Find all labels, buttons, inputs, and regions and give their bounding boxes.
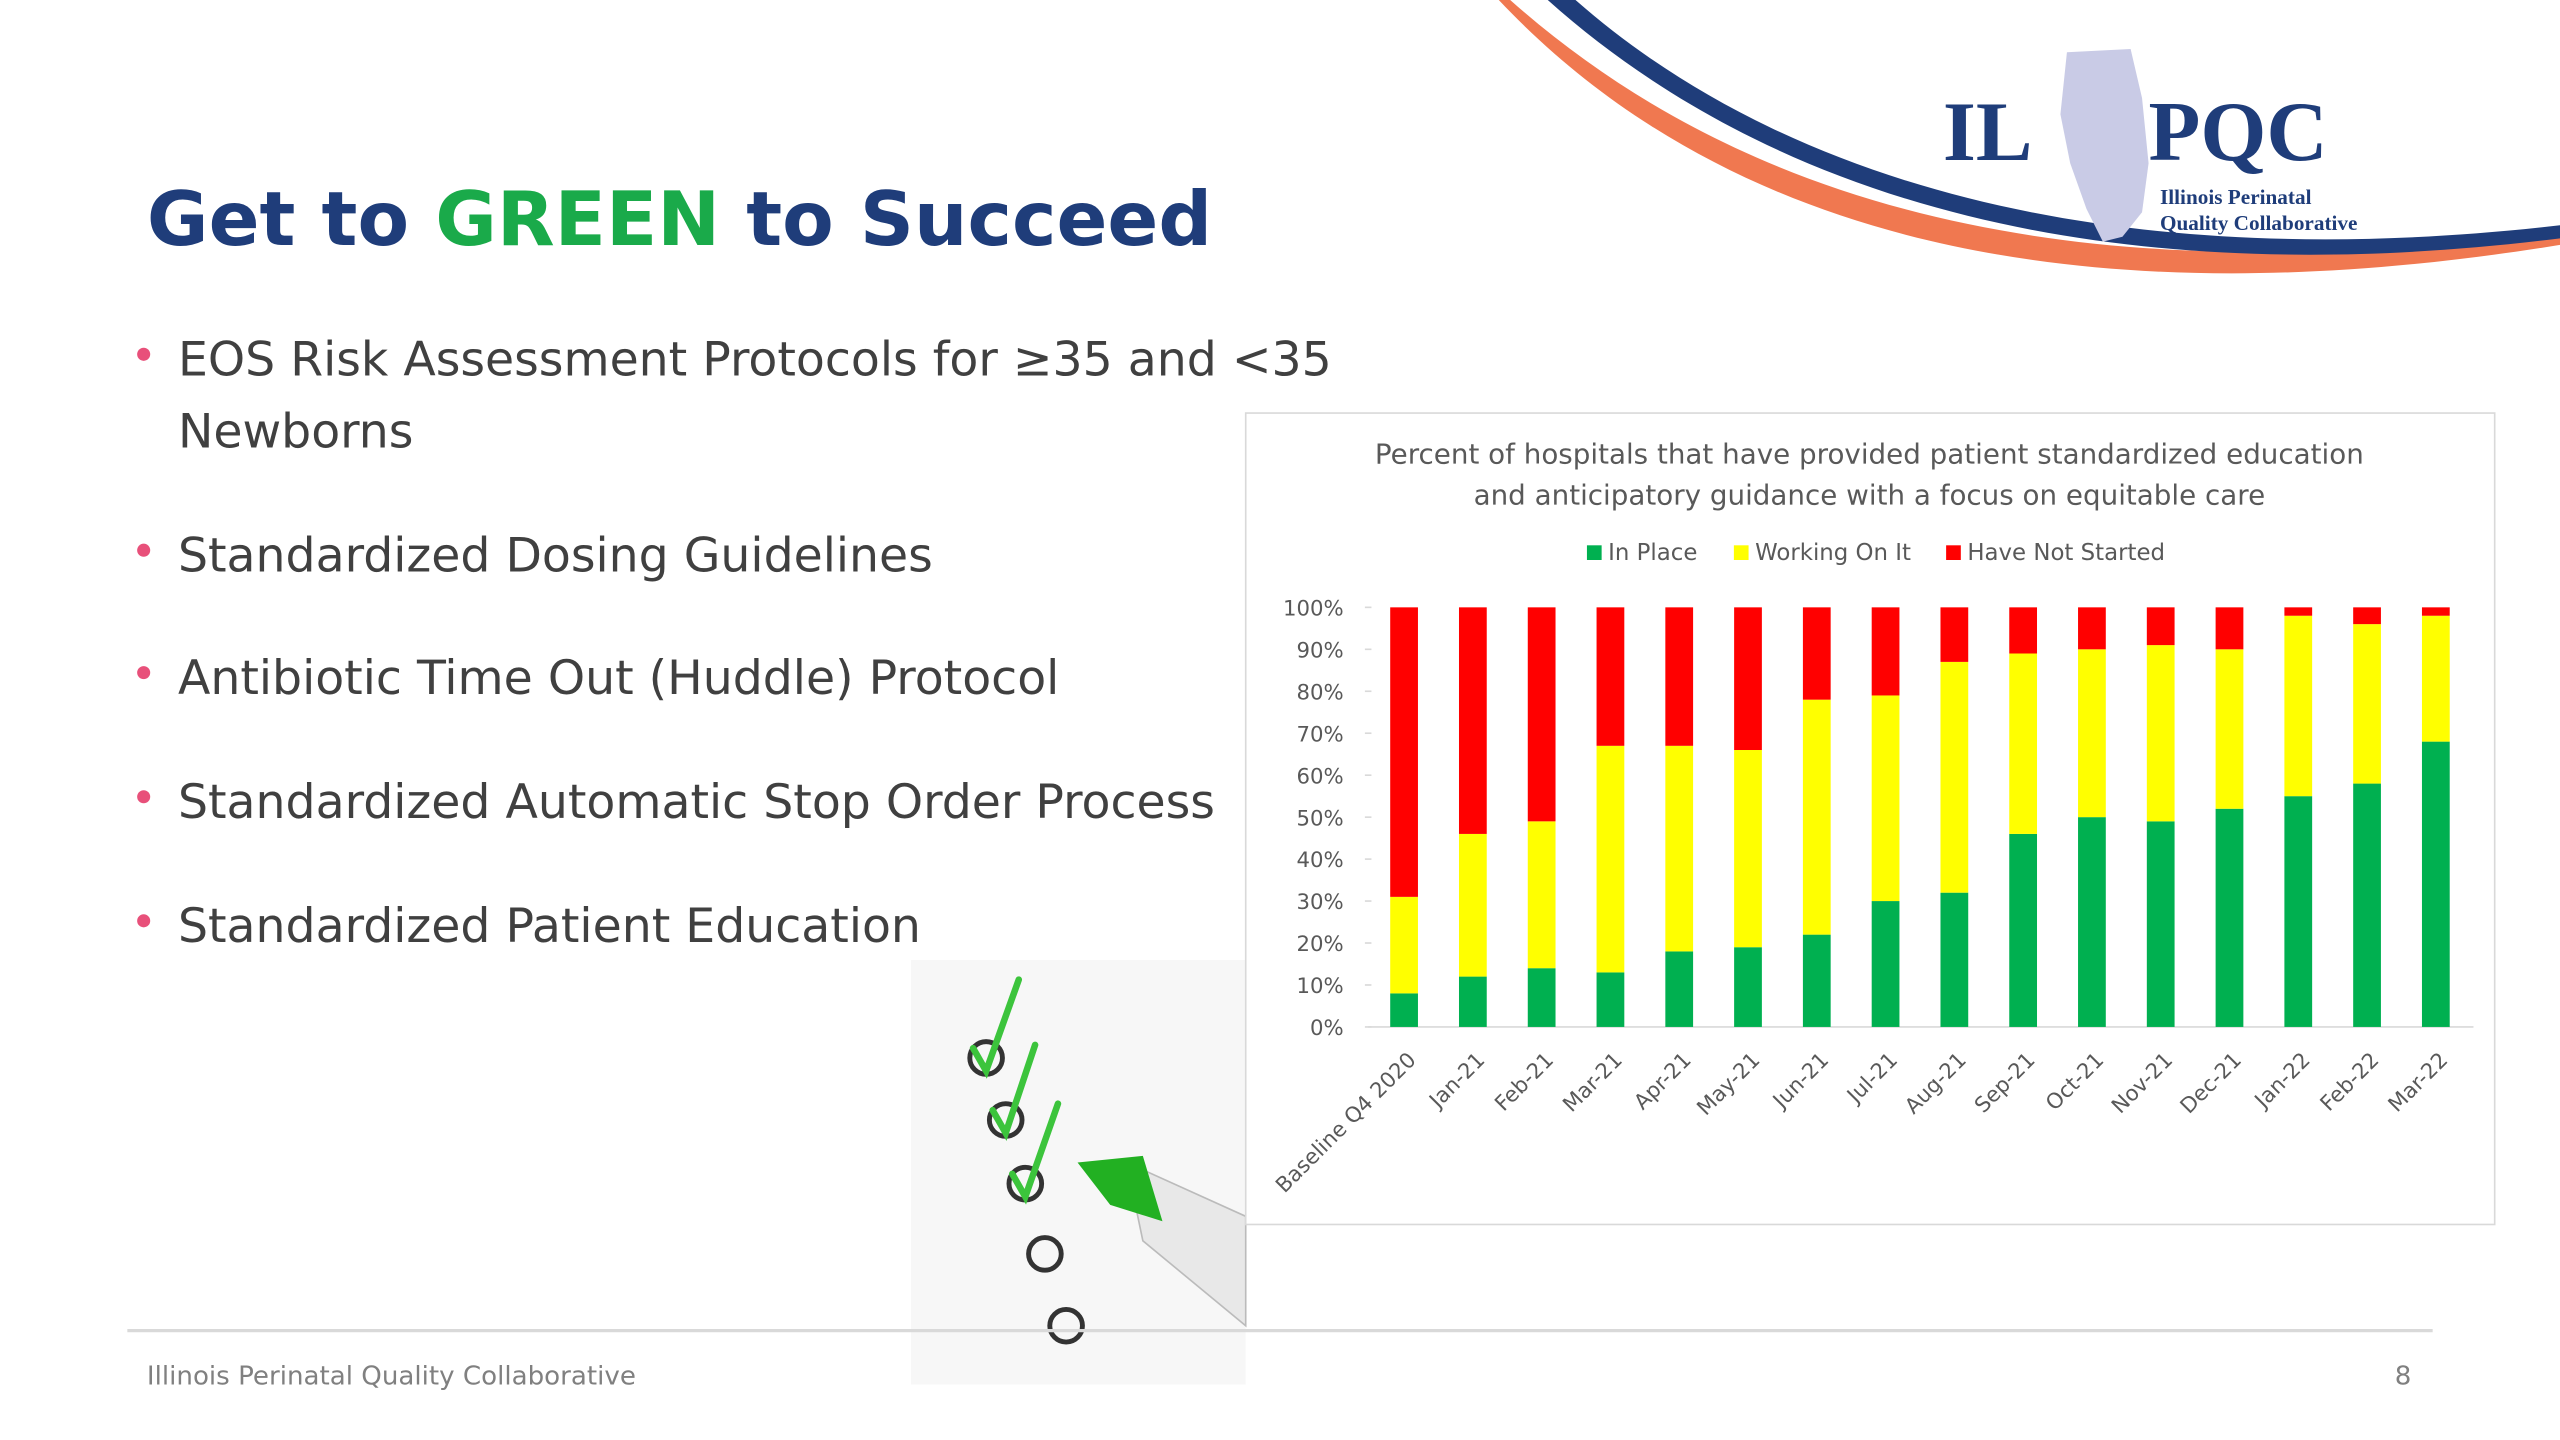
- y-tick-label: 50%: [1297, 806, 1344, 831]
- bullet-dot: [137, 914, 151, 928]
- bar-segment: [1665, 745, 1694, 952]
- bar-segment: [2009, 653, 2038, 834]
- bar-segment: [2078, 649, 2106, 818]
- y-tick-label: 60%: [1297, 764, 1344, 789]
- bullet-dot: [137, 666, 151, 680]
- chart-title: and anticipatory guidance with a focus o…: [1474, 478, 2266, 511]
- legend-label: In Place: [1608, 540, 1697, 566]
- bar-segment: [1458, 607, 1487, 834]
- y-tick-label: 70%: [1297, 722, 1344, 747]
- bullet-text: Standardized Dosing Guidelines: [178, 528, 933, 583]
- y-tick-label: 90%: [1297, 638, 1344, 663]
- bar-segment: [1527, 821, 1556, 969]
- bar-segment: [1871, 901, 1900, 1027]
- legend-swatch: [1586, 545, 1602, 560]
- logo-line: Quality Collaborative: [2160, 211, 2357, 235]
- bar-segment: [1390, 607, 1418, 897]
- illinois-shape: [2060, 48, 2149, 242]
- y-tick-label: 40%: [1297, 848, 1344, 873]
- bar-segment: [1458, 833, 1487, 977]
- bar-segment: [2353, 783, 2381, 1027]
- legend-label: Working On It: [1755, 540, 1911, 566]
- bar-segment: [2146, 645, 2175, 822]
- bar-segment: [1596, 972, 1625, 1027]
- y-tick-label: 20%: [1297, 932, 1344, 957]
- bar-segment: [2009, 833, 2038, 1027]
- bar-segment: [1871, 607, 1900, 696]
- bullet-text: Standardized Automatic Stop Order Proces…: [178, 775, 1215, 830]
- bullet-dot: [137, 543, 151, 557]
- y-tick-label: 80%: [1297, 680, 1344, 705]
- bar-segment: [2215, 649, 2244, 809]
- legend-swatch: [1946, 545, 1961, 560]
- bar-segment: [1940, 661, 1969, 893]
- bar-segment: [2146, 607, 2175, 646]
- bar-segment: [2009, 607, 2038, 654]
- footer-text: Illinois Perinatal Quality Collaborative: [147, 1361, 636, 1391]
- bar-segment: [1665, 607, 1694, 746]
- bar-segment: [1527, 607, 1556, 822]
- y-tick-label: 10%: [1297, 974, 1344, 999]
- bar-segment: [1802, 934, 1831, 1027]
- bar-segment: [1734, 607, 1762, 751]
- bar-segment: [1596, 607, 1625, 746]
- bullet-dot: [137, 790, 151, 804]
- swoosh-blue: [1547, 0, 2560, 255]
- title-part: Get to: [147, 175, 409, 263]
- bar-segment: [2284, 607, 2313, 616]
- bar-segment: [2284, 615, 2313, 797]
- bar-segment: [2421, 741, 2450, 1027]
- bar-segment: [1596, 745, 1625, 973]
- logo-il: IL: [1943, 85, 2033, 179]
- bar-segment: [1734, 947, 1762, 1027]
- slide-title: Get to GREEN to Succeed: [147, 175, 1212, 263]
- chart-title: Percent of hospitals that have provided …: [1375, 438, 2364, 471]
- bullet-text: Antibiotic Time Out (Huddle) Protocol: [178, 651, 1059, 706]
- bullet-dot: [137, 347, 151, 361]
- bar-segment: [1458, 976, 1487, 1027]
- logo-line: Illinois Perinatal: [2160, 185, 2312, 209]
- bar-segment: [1940, 892, 1969, 1027]
- bar-segment: [1390, 896, 1418, 994]
- title-part: to Succeed: [746, 175, 1212, 263]
- bar-segment: [2353, 607, 2381, 625]
- bar-segment: [2215, 808, 2244, 1027]
- y-tick-label: 0%: [1310, 1016, 1344, 1041]
- bar-segment: [2215, 607, 2244, 650]
- bar-segment: [2078, 817, 2106, 1027]
- legend-swatch: [1733, 545, 1749, 560]
- y-tick-label: 30%: [1297, 890, 1344, 915]
- bullet-text: EOS Risk Assessment Protocols for ≥35 an…: [178, 333, 1332, 388]
- bar-segment: [1802, 699, 1831, 935]
- bar-segment: [1871, 695, 1900, 902]
- bar-segment: [2146, 821, 2175, 1027]
- bar-segment: [2421, 607, 2450, 616]
- title-part: GREEN: [435, 175, 720, 263]
- checklist-image: [911, 960, 1247, 1385]
- bar-segment: [1390, 993, 1418, 1027]
- bar-segment: [1665, 951, 1694, 1027]
- bullet-text: Newborns: [178, 404, 414, 459]
- bar-segment: [2353, 624, 2381, 784]
- bullet-text: Standardized Patient Education: [178, 899, 921, 954]
- bar-segment: [2421, 615, 2450, 742]
- bar-segment: [2078, 607, 2106, 650]
- bullet-list: EOS Risk Assessment Protocols for ≥35 an…: [137, 333, 1332, 954]
- bar-segment: [1527, 968, 1556, 1027]
- bar-segment: [1734, 750, 1762, 948]
- bar-segment: [1802, 607, 1831, 700]
- y-tick-label: 100%: [1283, 597, 1344, 622]
- legend-label: Have Not Started: [1967, 540, 2165, 566]
- bar-segment: [2284, 796, 2313, 1027]
- logo-pqc: PQC: [2149, 85, 2328, 179]
- page-number: 8: [2395, 1361, 2412, 1391]
- bar-segment: [1940, 607, 1969, 662]
